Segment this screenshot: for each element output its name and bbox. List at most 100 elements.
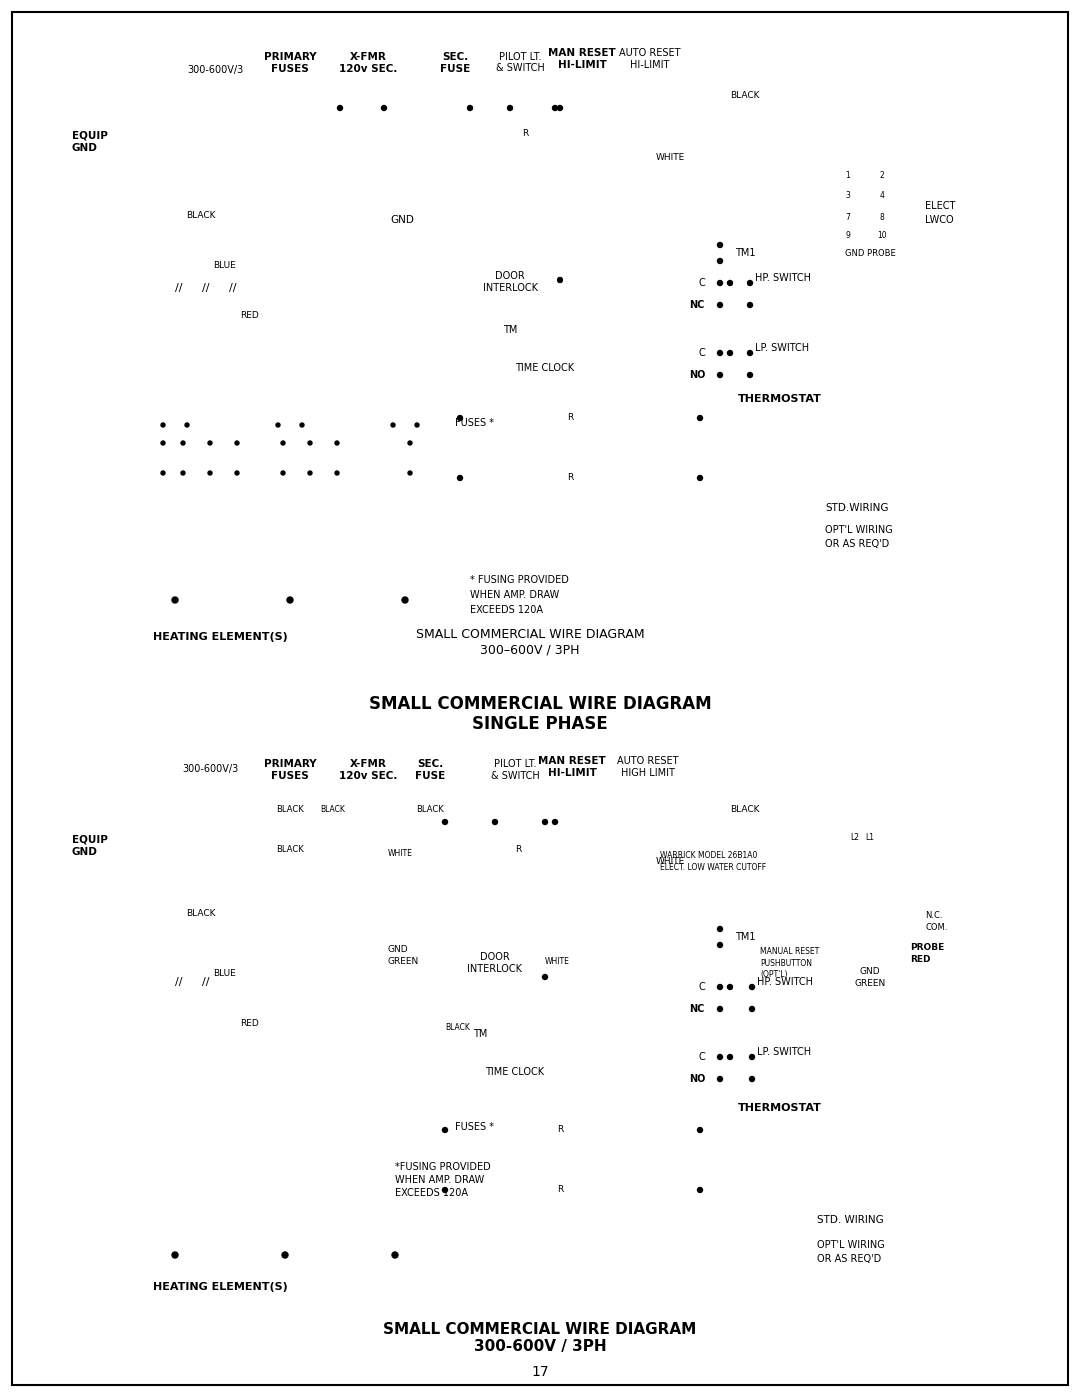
Circle shape <box>391 423 395 427</box>
Text: WHITE: WHITE <box>656 858 685 866</box>
Text: TIME CLOCK: TIME CLOCK <box>485 1067 544 1077</box>
Circle shape <box>874 226 890 243</box>
Text: STD.WIRING: STD.WIRING <box>825 503 889 513</box>
Text: BLACK: BLACK <box>320 806 345 814</box>
Text: FUSE: FUSE <box>415 771 445 781</box>
Bar <box>200 1139 220 1162</box>
Text: 10: 10 <box>877 231 887 239</box>
Text: HI-LIMIT: HI-LIMIT <box>631 60 670 70</box>
Text: RED: RED <box>240 1020 259 1028</box>
Circle shape <box>747 303 753 307</box>
Bar <box>138 858 153 870</box>
Text: COM.: COM. <box>924 922 947 932</box>
Text: WHITE: WHITE <box>388 849 413 859</box>
Text: 300-600V/3: 300-600V/3 <box>181 764 238 774</box>
Text: EQUIP: EQUIP <box>72 130 108 140</box>
Bar <box>273 401 293 425</box>
Text: NO: NO <box>689 370 705 380</box>
Circle shape <box>554 402 586 434</box>
Text: SMALL COMMERCIAL WIRE DIAGRAM: SMALL COMMERCIAL WIRE DIAGRAM <box>368 694 712 712</box>
Circle shape <box>717 943 723 947</box>
Bar <box>153 436 173 460</box>
Text: DOOR: DOOR <box>481 951 510 963</box>
Text: 17: 17 <box>531 1365 549 1379</box>
Bar <box>400 436 420 460</box>
Bar <box>440 98 470 117</box>
Bar <box>200 436 220 460</box>
Circle shape <box>747 351 753 355</box>
Circle shape <box>750 985 755 989</box>
Circle shape <box>161 471 165 475</box>
Circle shape <box>185 423 189 427</box>
Text: 120v SEC.: 120v SEC. <box>339 64 397 74</box>
Circle shape <box>717 303 723 307</box>
Circle shape <box>557 106 563 110</box>
Text: FUSE: FUSE <box>440 64 470 74</box>
Text: OPT'L WIRING: OPT'L WIRING <box>825 525 893 535</box>
Text: BLACK: BLACK <box>276 845 303 855</box>
Circle shape <box>750 1006 755 1011</box>
Text: EXCEEDS 120A: EXCEEDS 120A <box>470 605 543 615</box>
Bar <box>270 138 310 158</box>
Circle shape <box>750 1077 755 1081</box>
Text: MANUAL RESET: MANUAL RESET <box>760 947 820 957</box>
Bar <box>840 877 915 957</box>
Text: HP. SWITCH: HP. SWITCH <box>755 272 811 284</box>
Circle shape <box>747 281 753 285</box>
Text: X-FMR: X-FMR <box>350 52 387 61</box>
Circle shape <box>717 243 723 247</box>
Circle shape <box>874 187 890 203</box>
Circle shape <box>728 351 732 355</box>
Text: GND: GND <box>390 215 414 225</box>
Text: //: // <box>175 977 183 988</box>
Text: PRIMARY: PRIMARY <box>264 52 316 61</box>
Text: BLACK: BLACK <box>186 909 216 918</box>
Bar <box>138 151 153 163</box>
Circle shape <box>281 441 285 446</box>
Bar <box>400 401 420 425</box>
Text: PILOT LT.: PILOT LT. <box>499 52 541 61</box>
Bar <box>618 833 627 840</box>
Text: (OPT'L): (OPT'L) <box>760 970 787 978</box>
Text: AUTO RESET: AUTO RESET <box>619 47 680 59</box>
Bar <box>470 253 561 307</box>
Bar <box>400 1105 420 1129</box>
Circle shape <box>300 423 303 427</box>
Text: BLACK: BLACK <box>445 1023 470 1031</box>
Text: PRIMARY: PRIMARY <box>264 759 316 768</box>
Text: NO: NO <box>689 1074 705 1084</box>
Text: TM: TM <box>503 326 517 335</box>
Circle shape <box>717 373 723 377</box>
Circle shape <box>415 423 419 427</box>
Text: TM1: TM1 <box>735 932 756 942</box>
Text: AUTO RESET: AUTO RESET <box>618 756 678 766</box>
Circle shape <box>208 441 212 446</box>
Bar <box>173 401 193 425</box>
Text: ELECT: ELECT <box>924 201 956 211</box>
Circle shape <box>717 258 723 264</box>
Text: & SWITCH: & SWITCH <box>490 771 539 781</box>
Circle shape <box>161 423 165 427</box>
Text: * FUSING PROVIDED: * FUSING PROVIDED <box>470 576 569 585</box>
Circle shape <box>308 441 312 446</box>
Circle shape <box>542 975 548 979</box>
Text: WHEN AMP. DRAW: WHEN AMP. DRAW <box>470 590 559 599</box>
Bar <box>273 436 293 460</box>
Circle shape <box>224 82 249 108</box>
Circle shape <box>860 827 880 847</box>
Circle shape <box>235 471 239 475</box>
Text: 2: 2 <box>879 172 885 180</box>
Text: SMALL COMMERCIAL WIRE DIAGRAM: SMALL COMMERCIAL WIRE DIAGRAM <box>383 1322 697 1337</box>
Text: OR AS REQ'D: OR AS REQ'D <box>825 539 889 549</box>
Circle shape <box>557 278 563 282</box>
Circle shape <box>874 210 890 226</box>
Circle shape <box>717 1006 723 1011</box>
Text: GND PROBE: GND PROBE <box>845 249 895 257</box>
Bar <box>327 436 347 460</box>
Circle shape <box>845 827 865 847</box>
Text: GND: GND <box>72 142 98 154</box>
Circle shape <box>544 1113 576 1146</box>
Text: GND: GND <box>388 944 408 954</box>
Circle shape <box>717 1077 723 1081</box>
Circle shape <box>512 120 538 147</box>
